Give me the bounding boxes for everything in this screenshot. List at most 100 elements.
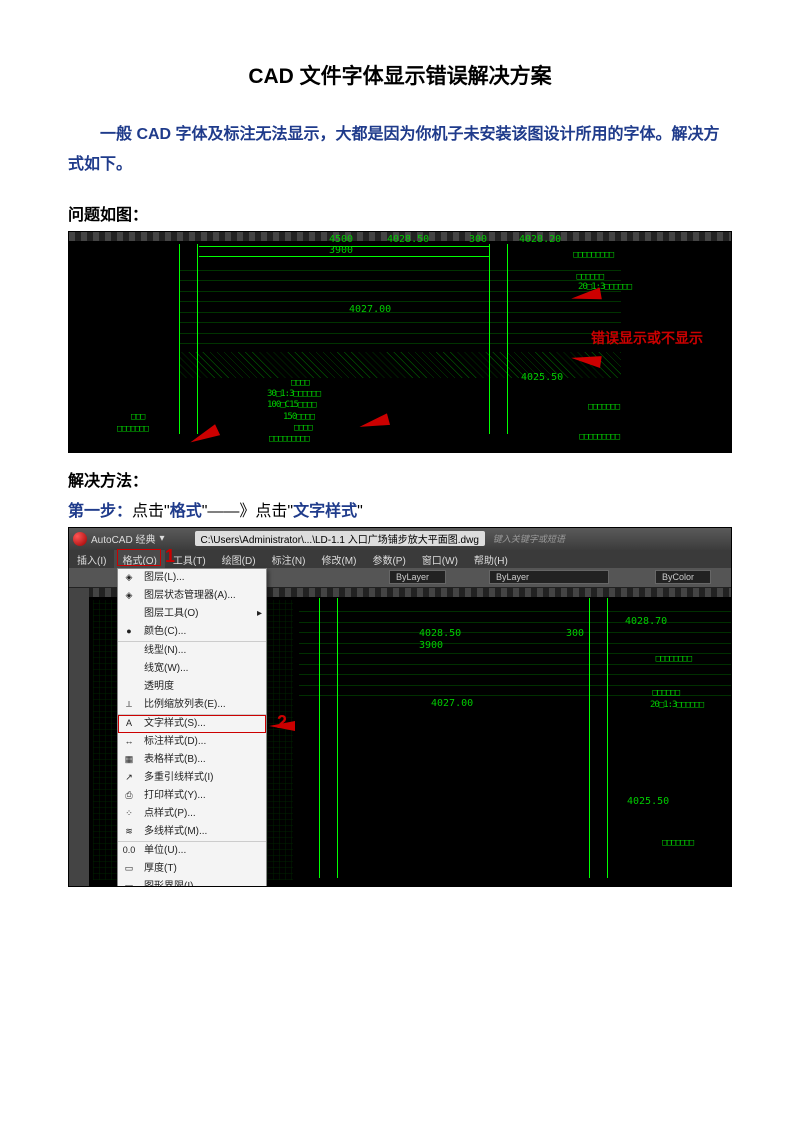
menu-item[interactable]: ▭ 厚度(T) xyxy=(118,860,266,878)
elev-text: 4025.50 xyxy=(627,796,669,807)
missing-text: □□□□ xyxy=(294,423,312,433)
chevron-right-icon: ▸ xyxy=(257,607,262,621)
left-toolbar[interactable] xyxy=(69,588,89,886)
menu-item[interactable]: ▦表格样式(B)... xyxy=(118,751,266,769)
menu-dimension[interactable]: 标注(N) xyxy=(264,550,314,568)
menu-item[interactable]: 透明度 xyxy=(118,678,266,696)
menu-item[interactable]: A 文字样式(S)... xyxy=(118,715,266,733)
menu-item-icon: ≋ xyxy=(123,825,135,837)
column-line xyxy=(319,598,320,878)
menu-item-icon: ⁘ xyxy=(123,807,135,819)
column-line xyxy=(179,244,180,434)
elev-text: 4028.50 xyxy=(387,234,429,245)
t: 点击" xyxy=(132,503,170,520)
menu-item-icon: ◈ xyxy=(123,571,135,583)
menu-item[interactable]: ⎙打印样式(Y)... xyxy=(118,787,266,805)
hatch-lines xyxy=(179,268,621,354)
menu-item[interactable]: ◈ 图层(L)... xyxy=(118,569,266,587)
menu-item[interactable]: ▭ 图形界限(I) xyxy=(118,878,266,887)
menu-item-label: 线宽(W)... xyxy=(144,663,188,674)
problem-label: 问题如图： xyxy=(68,201,732,225)
intro-text: 一般 CAD 字体及标注无法显示，大都是因为你机子未安装该图设计所用的字体。解决… xyxy=(68,120,732,181)
menu-item-label: 文字样式(S)... xyxy=(144,718,206,729)
bycolor-dropdown[interactable]: ByColor xyxy=(655,570,711,584)
menu-item-label: 单位(U)... xyxy=(144,845,186,856)
menu-item-label: 线型(N)... xyxy=(144,645,186,656)
step-prefix: 第一步： xyxy=(68,503,132,520)
menu-item-label: 颜色(C)... xyxy=(144,626,186,637)
arrow-icon xyxy=(269,721,295,731)
t: " xyxy=(357,503,363,520)
missing-text: □□□□□□ xyxy=(652,688,679,698)
menu-item-label: 透明度 xyxy=(144,681,174,692)
bylayer-dropdown[interactable]: ByLayer xyxy=(389,570,446,584)
menu-item-label: 厚度(T) xyxy=(144,863,177,874)
highlight-box xyxy=(117,549,161,566)
cad-screenshot-1: 4500 3900 300 4028.50 4028.20 4027.00 40… xyxy=(68,231,732,453)
menu-item[interactable]: ↔标注样式(D)... xyxy=(118,733,266,751)
menu-window[interactable]: 窗口(W) xyxy=(414,550,466,568)
menu-item[interactable]: 图层工具(O) ▸ xyxy=(118,605,266,623)
menu-item[interactable]: ↗ 多重引线样式(I) xyxy=(118,769,266,787)
menu-item[interactable]: 线宽(W)... xyxy=(118,660,266,678)
menu-item-icon xyxy=(123,662,135,674)
doc-title: CAD 文件字体显示错误解决方案 xyxy=(68,60,732,90)
format-menu[interactable]: ◈ 图层(L)... ◈图层状态管理器(A)... 图层工具(O) ▸ ●颜色(C)...… xyxy=(117,568,267,887)
menu-item-label: 比例缩放列表(E)... xyxy=(144,699,226,710)
dim-text: 300 xyxy=(566,628,584,639)
t: "——》点击" xyxy=(202,503,293,520)
dim-line xyxy=(199,256,489,257)
column-line xyxy=(489,244,490,434)
column-line xyxy=(607,598,608,878)
elev-text: 4025.50 xyxy=(521,372,563,383)
menu-draw[interactable]: 绘图(D) xyxy=(214,550,264,568)
menu-item-label: 打印样式(Y)... xyxy=(144,790,206,801)
error-annotation: 错误显示或不显示 xyxy=(591,328,703,348)
menu-item-label: 点样式(P)... xyxy=(144,808,196,819)
workspace-label[interactable]: AutoCAD 经典 xyxy=(91,531,155,546)
menu-item-icon: 0.0 xyxy=(123,844,135,856)
menu-item-icon: A xyxy=(123,717,135,729)
missing-text: 30□1:3□□□□□□ xyxy=(267,389,320,399)
menu-item[interactable]: ⟂比例缩放列表(E)... xyxy=(118,696,266,715)
column-line xyxy=(337,598,338,878)
menu-item-icon: ◈ xyxy=(123,589,135,601)
menu-item-icon: ▭ xyxy=(123,862,135,874)
missing-text: 20□1:3□□□□□□ xyxy=(650,700,703,710)
elev-text: 4027.00 xyxy=(431,698,473,709)
missing-text: □□□□□□□□ xyxy=(656,654,691,664)
menu-item[interactable]: ●颜色(C)... xyxy=(118,623,266,642)
keyword: 文字样式 xyxy=(293,503,357,520)
menu-item-label: 标注样式(D)... xyxy=(144,736,206,747)
elev-text: 4028.20 xyxy=(519,234,561,245)
menu-item-icon: ↗ xyxy=(123,771,135,783)
menu-parametric[interactable]: 参数(P) xyxy=(364,550,413,568)
menu-item[interactable]: 0.0 单位(U)... xyxy=(118,842,266,860)
menu-item-label: 图层(L)... xyxy=(144,572,185,583)
menu-item-icon xyxy=(123,644,135,656)
menu-insert[interactable]: 插入(I) xyxy=(69,550,114,568)
menu-item-label: 图层工具(O) xyxy=(144,608,198,619)
menu-item-icon xyxy=(123,680,135,692)
menu-item-label: 图形界限(I) xyxy=(144,881,193,887)
menu-modify[interactable]: 修改(M) xyxy=(313,550,364,568)
missing-text: □□□□□□□ xyxy=(588,402,619,412)
column-line xyxy=(197,244,198,434)
menu-item-label: 表格样式(B)... xyxy=(144,754,206,765)
dim-text: 300 xyxy=(469,234,487,245)
menu-item[interactable]: ◈图层状态管理器(A)... xyxy=(118,587,266,605)
menu-item[interactable]: ≋多线样式(M)... xyxy=(118,823,266,842)
file-path: C:\Users\Administrator\...\LD-1.1 入口广场铺步… xyxy=(195,531,485,546)
missing-text: □□□□□□□ xyxy=(662,838,693,848)
menu-help[interactable]: 帮助(H) xyxy=(466,550,516,568)
search-hint[interactable]: 键入关键字或短语 xyxy=(493,532,565,545)
bylayer-dropdown[interactable]: ByLayer xyxy=(489,570,609,584)
menu-item-label: 多重引线样式(I) xyxy=(144,772,213,783)
annotation-number: 1 xyxy=(165,546,175,567)
missing-text: □□□ xyxy=(131,412,144,422)
step-1: 第一步：点击"格式"——》点击"文字样式" xyxy=(68,497,732,521)
menu-item[interactable]: ⁘ 点样式(P)... xyxy=(118,805,266,823)
app-orb-icon[interactable] xyxy=(73,532,87,546)
menu-item[interactable]: 线型(N)... xyxy=(118,642,266,660)
menu-item-icon: ▭ xyxy=(123,880,135,887)
